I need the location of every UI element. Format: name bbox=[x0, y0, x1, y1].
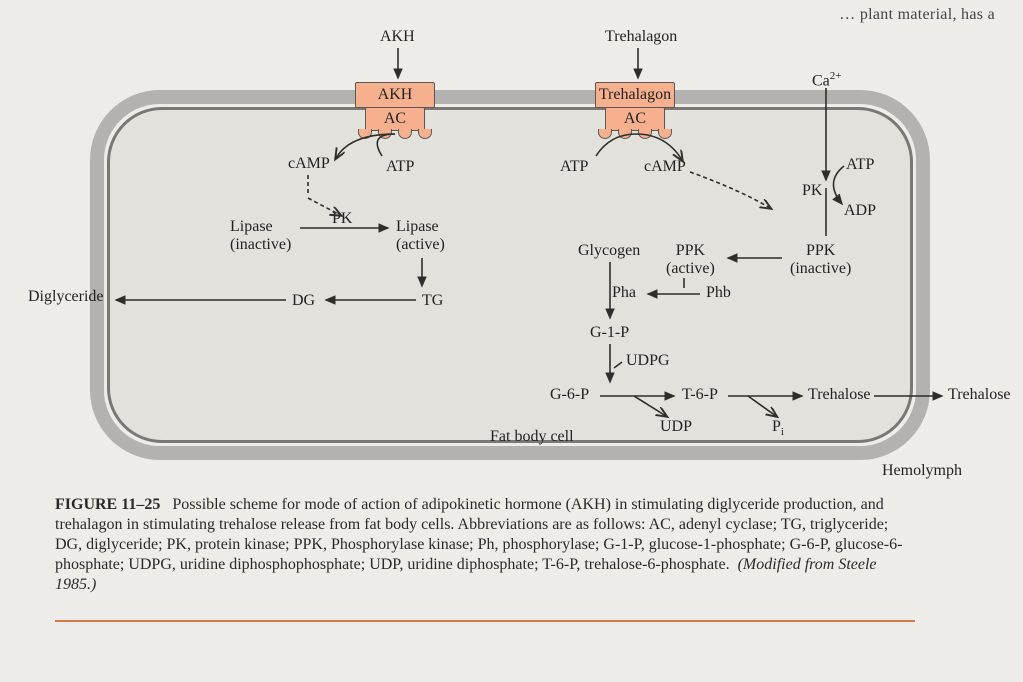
tg-label: TG bbox=[422, 292, 443, 310]
trehalose-in-label: Trehalose bbox=[808, 386, 871, 404]
adp-right-label: ADP bbox=[844, 202, 876, 220]
trehalagon-receptor-label: Trehalagon bbox=[595, 82, 675, 108]
figure-caption: FIGURE 11–25 Possible scheme for mode of… bbox=[55, 495, 915, 595]
pha-label: Pha bbox=[612, 284, 636, 302]
pi-label: Pi bbox=[772, 418, 784, 438]
lipase-active-label: Lipase(active) bbox=[396, 218, 445, 254]
g1p-label: G-1-P bbox=[590, 324, 629, 342]
ca2-label: Ca2+ bbox=[812, 70, 842, 90]
camp-right-label: cAMP bbox=[644, 158, 686, 176]
glycogen-label: Glycogen bbox=[578, 242, 640, 260]
phb-label: Phb bbox=[706, 284, 731, 302]
atp-right-label: ATP bbox=[846, 156, 874, 174]
atp-left-label: ATP bbox=[386, 158, 414, 176]
bottom-rule bbox=[55, 620, 915, 622]
dg-label: DG bbox=[292, 292, 315, 310]
camp-left-label: cAMP bbox=[288, 155, 330, 173]
ppk-inactive-label: PPK(inactive) bbox=[790, 242, 851, 278]
diglyceride-out-label: Diglyceride bbox=[28, 288, 104, 306]
diagram: AKH AC Trehalagon AC AKH Trehalagon Ca2+… bbox=[50, 10, 970, 470]
ppk-active-label: PPK(active) bbox=[666, 242, 715, 278]
trehalose-out-label: Trehalose bbox=[948, 386, 1011, 404]
pk-right-label: PK bbox=[802, 182, 822, 200]
lipase-inactive-label: Lipase(inactive) bbox=[230, 218, 291, 254]
ac-left-label: AC bbox=[365, 107, 425, 131]
akh-receptor: AKH AC bbox=[350, 82, 440, 139]
trehalagon-receptor: Trehalagon AC bbox=[590, 82, 680, 139]
atp-mid-label: ATP bbox=[560, 158, 588, 176]
fat-body-cell-label: Fat body cell bbox=[490, 428, 574, 446]
g6p-label: G-6-P bbox=[550, 386, 589, 404]
akh-receptor-label: AKH bbox=[355, 82, 435, 108]
ac-bumps-left bbox=[355, 129, 435, 139]
ac-bumps-right bbox=[595, 129, 675, 139]
figure-number: FIGURE 11–25 bbox=[55, 496, 160, 513]
ac-right-label: AC bbox=[605, 107, 665, 131]
trehalagon-ligand-label: Trehalagon bbox=[605, 28, 677, 46]
page-root: … plant material, has a AKH AC Trehalago… bbox=[0, 0, 1023, 682]
hemolymph-label: Hemolymph bbox=[882, 462, 962, 480]
udp-label: UDP bbox=[660, 418, 692, 436]
t6p-label: T-6-P bbox=[682, 386, 718, 404]
akh-ligand-label: AKH bbox=[380, 28, 415, 46]
udpg-label: UDPG bbox=[626, 352, 670, 370]
pk-left-label: PK bbox=[332, 210, 352, 228]
